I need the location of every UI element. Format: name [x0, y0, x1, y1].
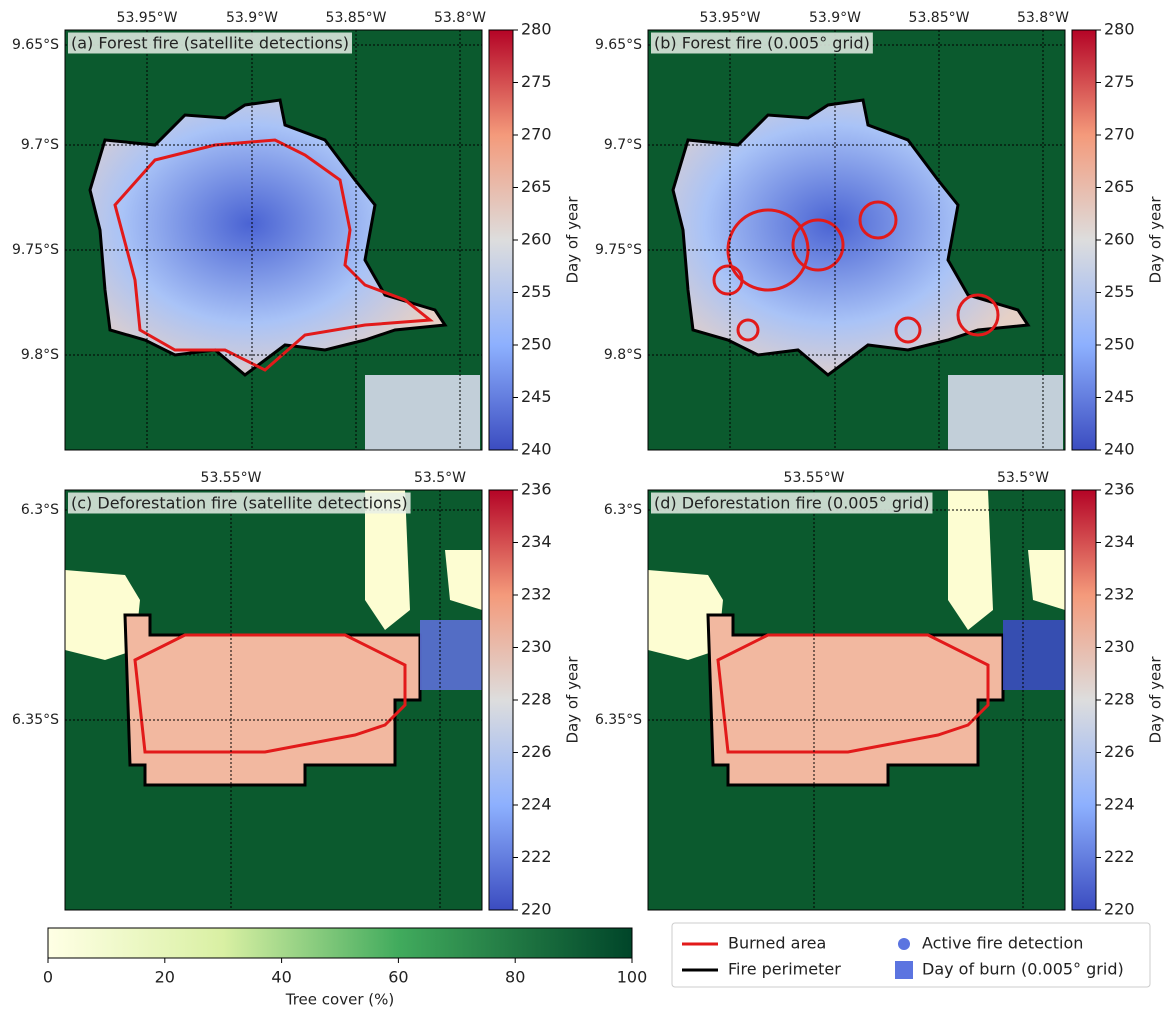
lon-label: 53.5°W	[414, 470, 466, 486]
lon-label: 53.85°W	[326, 10, 387, 26]
colorbar-tick-label: 280	[521, 20, 552, 39]
colorbar-tick-label: 222	[1104, 847, 1135, 866]
tree-cover-tick-label: 100	[617, 968, 648, 987]
colorbar-tick-label: 275	[521, 72, 552, 91]
lat-label: 6.3°S	[21, 502, 59, 518]
tree-cover-tick-label: 40	[271, 968, 291, 987]
non-forest	[948, 490, 993, 630]
colorbar-tick-label: 255	[521, 282, 552, 301]
colorbar-tick-label: 236	[521, 480, 552, 499]
legend-marker	[895, 961, 913, 979]
colorbar-tick-label: 240	[1104, 440, 1135, 459]
lon-label: 53.5°W	[997, 470, 1049, 486]
colorbar-tick-label: 232	[1104, 585, 1135, 604]
colorbar-tick-label: 234	[1104, 532, 1135, 551]
colorbar-tick-label: 260	[521, 230, 552, 249]
lon-label: 53.55°W	[201, 470, 262, 486]
colorbar-tick-label: 240	[521, 440, 552, 459]
colorbar-tick-label: 230	[521, 637, 552, 656]
legend-label: Active fire detection	[922, 934, 1083, 953]
lon-label: 53.8°W	[1017, 10, 1069, 26]
colorbar-tick-label: 234	[521, 532, 552, 551]
lon-label: 53.55°W	[784, 470, 845, 486]
figure: 53.95°W 53.9°W 53.85°W 53.8°W 9.65°S 9.7°S 9.7…	[0, 0, 1167, 1012]
colorbar-tick-label: 228	[521, 690, 552, 709]
lat-label: 6.3°S	[604, 502, 642, 518]
colorbar-tick-label: 220	[1104, 900, 1135, 919]
legend-label: Burned area	[728, 934, 826, 953]
colorbar	[489, 490, 513, 910]
fire-cluster	[365, 375, 480, 450]
fire-cluster	[948, 375, 1063, 450]
colorbar-tick-label: 222	[521, 847, 552, 866]
colorbar-tick-label: 228	[1104, 690, 1135, 709]
lat-label: 9.65°S	[12, 37, 59, 53]
colorbar-tick-label: 265	[1104, 177, 1135, 196]
lat-label: 9.8°S	[21, 347, 59, 363]
panel-title: (c) Deforestation fire (satellite detect…	[71, 494, 408, 513]
colorbar	[489, 30, 513, 450]
panel-title: (a) Forest fire (satellite detections)	[71, 34, 349, 53]
colorbar-label: Day of year	[1147, 656, 1165, 744]
colorbar-tick-label: 245	[521, 387, 552, 406]
lon-label: 53.8°W	[434, 10, 486, 26]
tree-cover-tick-label: 60	[388, 968, 408, 987]
colorbar-tick-label: 226	[521, 742, 552, 761]
colorbar	[1072, 30, 1096, 450]
tree-cover-label: Tree cover (%)	[285, 991, 394, 1009]
lon-label: 53.95°W	[700, 10, 761, 26]
tree-cover-tick-label: 80	[505, 968, 525, 987]
colorbar-tick-label: 250	[521, 335, 552, 354]
fire-cluster	[1003, 620, 1065, 690]
colorbar-tick-label: 224	[521, 795, 552, 814]
colorbar-tick-label: 260	[1104, 230, 1135, 249]
lat-label: 9.7°S	[21, 137, 59, 153]
lon-label: 53.85°W	[909, 10, 970, 26]
lat-label: 6.35°S	[12, 712, 59, 728]
colorbar-tick-label: 224	[1104, 795, 1135, 814]
colorbar-tick-label: 230	[1104, 637, 1135, 656]
lat-label: 9.8°S	[604, 347, 642, 363]
tree-cover-tick-label: 0	[43, 968, 53, 987]
colorbar-tick-label: 270	[521, 125, 552, 144]
burned-region	[708, 615, 1003, 785]
lat-label: 9.7°S	[604, 137, 642, 153]
lat-label: 9.75°S	[12, 242, 59, 258]
legend-label: Day of burn (0.005° grid)	[922, 960, 1124, 979]
colorbar-tick-label: 280	[1104, 20, 1135, 39]
colorbar-tick-label: 270	[1104, 125, 1135, 144]
tree-cover-tick-label: 20	[155, 968, 175, 987]
legend-label: Fire perimeter	[728, 960, 841, 979]
colorbar-tick-label: 226	[1104, 742, 1135, 761]
colorbar	[1072, 490, 1096, 910]
lat-label: 9.75°S	[595, 242, 642, 258]
colorbar-label: Day of year	[564, 656, 582, 744]
colorbar-label: Day of year	[1147, 196, 1165, 284]
colorbar-tick-label: 265	[521, 177, 552, 196]
colorbar-label: Day of year	[564, 196, 582, 284]
panel-title: (b) Forest fire (0.005° grid)	[654, 34, 870, 53]
legend-marker	[898, 938, 910, 950]
colorbar-tick-label: 245	[1104, 387, 1135, 406]
lon-label: 53.9°W	[809, 10, 861, 26]
tree-cover-colorbar	[48, 928, 632, 958]
colorbar-tick-label: 220	[521, 900, 552, 919]
colorbar-tick-label: 275	[1104, 72, 1135, 91]
lon-label: 53.9°W	[226, 10, 278, 26]
colorbar-tick-label: 255	[1104, 282, 1135, 301]
lon-label: 53.95°W	[117, 10, 178, 26]
burned-region	[125, 615, 420, 785]
colorbar-tick-label: 236	[1104, 480, 1135, 499]
colorbar-tick-label: 232	[521, 585, 552, 604]
fire-cluster	[420, 620, 482, 690]
panel-title: (d) Deforestation fire (0.005° grid)	[654, 494, 929, 513]
lat-label: 6.35°S	[595, 712, 642, 728]
colorbar-tick-label: 250	[1104, 335, 1135, 354]
lat-label: 9.65°S	[595, 37, 642, 53]
